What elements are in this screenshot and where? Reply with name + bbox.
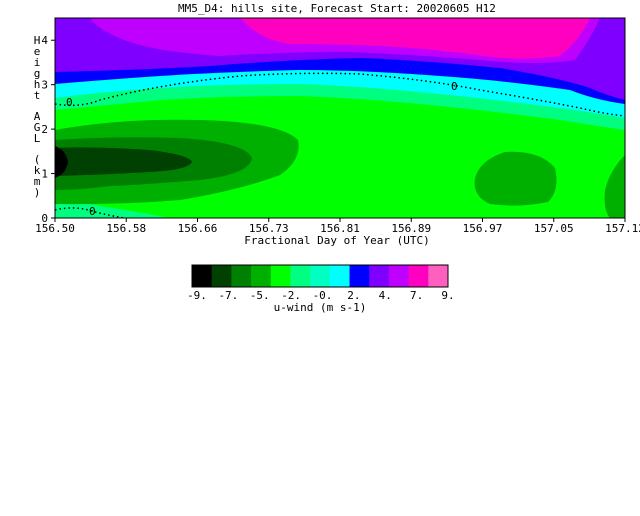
colorbar-swatch — [349, 265, 370, 287]
x-tick-label: 156.58 — [106, 222, 146, 235]
y-tick-label: 4 — [41, 34, 48, 47]
x-tick-label: 156.97 — [463, 222, 503, 235]
y-axis: 0 1 2 3 4 — [41, 34, 55, 225]
region-pink-top — [240, 18, 590, 59]
region-right-blob — [474, 151, 557, 206]
colorbar-label: u-wind (m s-1) — [274, 301, 367, 314]
zero-contour-label: 0 — [66, 96, 73, 109]
plot-area: 0 0 0 — [54, 17, 626, 219]
colorbar-swatch — [251, 265, 272, 287]
colorbar: -9. -7. -5. -2. -0. 2. 4. 7. 9. — [187, 264, 455, 302]
region-black-edge — [55, 146, 68, 178]
colorbar-swatch — [231, 265, 252, 287]
y-label-char: ( — [34, 153, 41, 166]
zero-contour-label-surface: 0 — [89, 205, 96, 218]
y-label-char: H — [34, 34, 41, 47]
y-label-char: h — [34, 78, 41, 91]
colorbar-swatch — [310, 265, 331, 287]
y-label-char: m — [34, 175, 41, 188]
colorbar-tick-label: -9. — [187, 289, 207, 302]
x-tick-label: 157.05 — [534, 222, 574, 235]
chart-title: MM5_D4: hills site, Forecast Start: 2002… — [178, 2, 496, 15]
colorbar-frame — [191, 264, 449, 288]
zero-contour-label-right: 0 — [451, 80, 458, 93]
region-right-green — [604, 155, 625, 218]
x-tick-label: 156.66 — [178, 222, 218, 235]
colorbar-tick-label: -0. — [313, 289, 333, 302]
x-tick-label: 156.81 — [320, 222, 360, 235]
colorbar-swatch — [369, 265, 390, 287]
y-label-char: e — [34, 45, 41, 58]
colorbar-tick-label: -2. — [281, 289, 301, 302]
region-darkest-core — [55, 147, 192, 176]
colorbar-tick-label: -5. — [250, 289, 270, 302]
colorbar-swatch — [211, 265, 232, 287]
colorbar-swatch — [192, 265, 213, 287]
zero-contour-surface — [55, 207, 130, 218]
y-label-char: A — [34, 110, 41, 123]
y-label-char: ) — [34, 186, 41, 199]
x-axis: 156.50 156.58 156.66 156.73 156.81 156.89 156.… — [35, 218, 640, 235]
x-tick-label: 156.50 — [35, 222, 75, 235]
y-label-char: G — [34, 121, 41, 134]
region-surface-teal — [55, 202, 170, 218]
colorbar-swatch — [329, 265, 351, 287]
colorbar-swatch — [270, 265, 291, 287]
colorbar-tick-label: 9. — [441, 289, 454, 302]
colorbar-swatch — [428, 265, 449, 287]
x-tick-label: 157.12 — [605, 222, 640, 235]
colorbar-tick-label: 2. — [347, 289, 360, 302]
y-tick-label: 0 — [41, 212, 48, 225]
y-tick-label: 3 — [41, 79, 48, 92]
y-tick-label: 2 — [41, 123, 48, 136]
y-label-char: g — [34, 67, 41, 80]
colorbar-swatch — [290, 265, 311, 287]
x-axis-label: Fractional Day of Year (UTC) — [244, 234, 429, 247]
x-tick-label: 156.89 — [391, 222, 431, 235]
y-label-char: t — [34, 89, 41, 102]
x-tick-label: 156.73 — [249, 222, 289, 235]
y-label-char: L — [34, 132, 41, 145]
colorbar-swatch — [408, 265, 429, 287]
y-label-char: k — [34, 164, 41, 177]
colorbar-tick-label: 7. — [410, 289, 423, 302]
y-label-char: i — [34, 56, 41, 69]
colorbar-swatch — [388, 265, 410, 287]
colorbar-tick-label: 4. — [379, 289, 392, 302]
colorbar-tick-label: -7. — [218, 289, 238, 302]
y-tick-label: 1 — [41, 168, 48, 181]
